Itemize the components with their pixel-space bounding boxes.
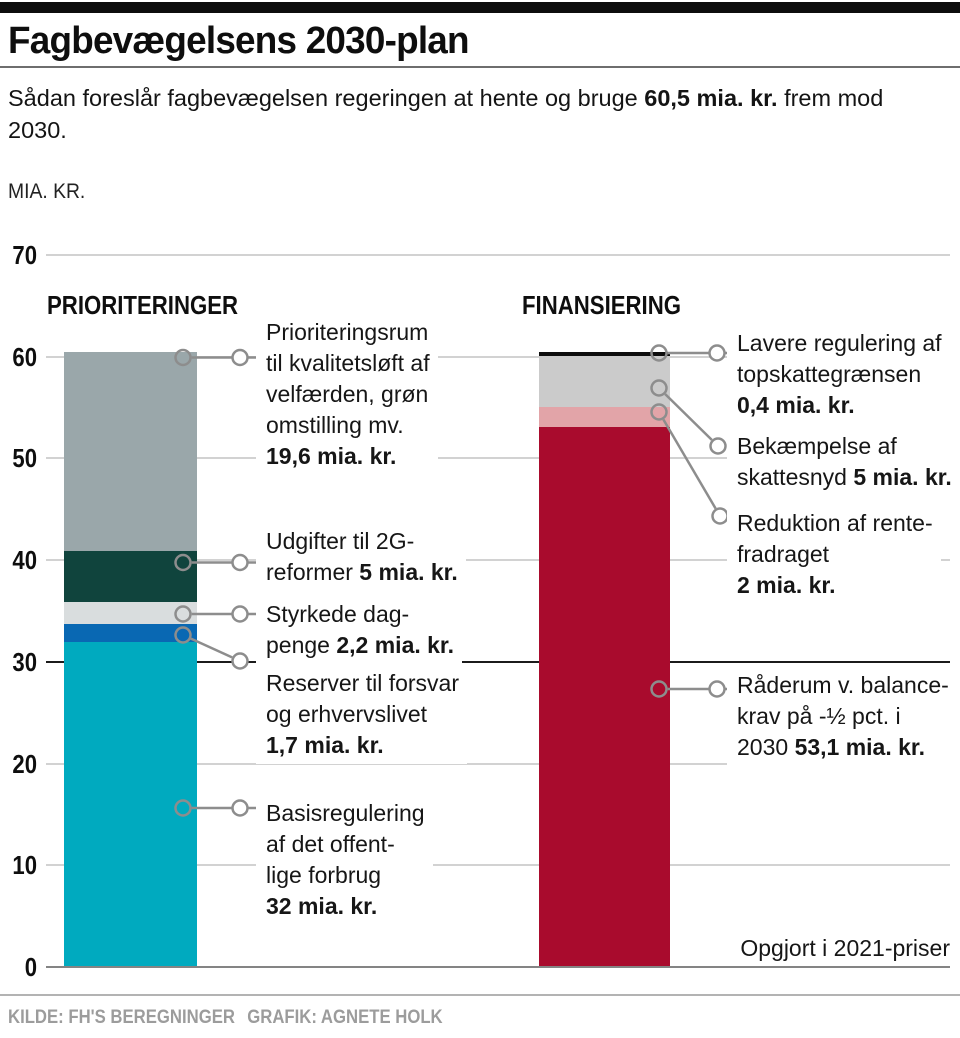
callout-ring-rentefradrag bbox=[711, 507, 729, 525]
source-credit: KILDE: FH'S BEREGNINGER GRAFIK: AGNETE HO… bbox=[8, 1007, 455, 1029]
callout-label-line: Bekæmpelse af bbox=[737, 433, 897, 459]
callout-label-line: omstilling mv. bbox=[266, 412, 404, 438]
subtitle-amount: 60,5 mia. kr. bbox=[644, 85, 778, 111]
callout-label-line: lige forbrug bbox=[266, 862, 382, 888]
callout-label-line: 1,7 mia. kr. bbox=[266, 732, 384, 758]
segment-prioriteringsrum bbox=[64, 351, 197, 551]
gridline-30 bbox=[46, 660, 950, 663]
gridline-0 bbox=[46, 966, 950, 968]
callout-label-line: af det offent- bbox=[266, 831, 395, 857]
gridline-70 bbox=[46, 254, 950, 256]
gridline-40 bbox=[46, 559, 950, 562]
column-header-finansiering: FINANSIERING bbox=[522, 292, 682, 320]
callout-label-line: skattesnyd 5 mia. kr. bbox=[737, 464, 952, 490]
tick-label-10: 10 bbox=[12, 850, 38, 881]
callout-label-basisregulering: Basisregulering af det offent-lige forbru… bbox=[256, 797, 433, 925]
callout-label-line: til kvalitetsløft af bbox=[266, 350, 430, 376]
gridline-10 bbox=[46, 864, 950, 867]
chart-note: Opgjort i 2021-priser bbox=[740, 935, 950, 961]
callout-ring-skattesnyd bbox=[709, 437, 727, 455]
segment-basisregulering bbox=[64, 641, 197, 967]
callout-ring-basisregulering bbox=[231, 799, 249, 817]
axis-unit-label: MIA. KR. bbox=[8, 180, 86, 203]
gridline-50 bbox=[46, 457, 950, 460]
callout-label-line: Prioriteringsrum bbox=[266, 319, 429, 345]
callout-label-line: topskattegrænsen bbox=[737, 361, 922, 387]
callout-label-line: penge 2,2 mia. kr. bbox=[266, 632, 454, 658]
tick-label-60: 60 bbox=[12, 341, 38, 372]
callout-label-line: Reduktion af rente- bbox=[737, 510, 933, 536]
segment-skattesnyd bbox=[539, 355, 670, 407]
tick-label-0: 0 bbox=[24, 952, 37, 982]
segment-dagpenge bbox=[64, 601, 197, 625]
gridline-20 bbox=[46, 762, 950, 765]
segment-topskat bbox=[539, 351, 670, 356]
footer-divider bbox=[0, 994, 960, 996]
callout-ring-dagpenge bbox=[231, 605, 249, 623]
callout-label-line: Reserver til forsvar bbox=[266, 670, 459, 696]
callout-label-line: 2030 53,1 mia. kr. bbox=[737, 734, 925, 760]
tick-label-50: 50 bbox=[12, 443, 38, 474]
callout-label-line: 0,4 mia. kr. bbox=[737, 392, 855, 418]
top-black-bar bbox=[0, 2, 960, 13]
segment-reserver bbox=[64, 624, 197, 642]
tick-label-40: 40 bbox=[12, 545, 38, 576]
callout-label-line: reformer 5 mia. kr. bbox=[266, 559, 458, 585]
callout-label-line: krav på -½ pct. i bbox=[737, 703, 901, 729]
callout-line-skattesnyd bbox=[664, 393, 713, 441]
tick-label-20: 20 bbox=[12, 748, 38, 779]
callout-label-line: 32 mia. kr. bbox=[266, 893, 378, 919]
callout-label-line: 19,6 mia. kr. bbox=[266, 443, 397, 469]
callout-label-line: Basisregulering bbox=[266, 800, 425, 826]
callout-label-line: og erhvervslivet bbox=[266, 701, 428, 727]
callout-label-dagpenge: Styrkede dag-penge 2,2 mia. kr. bbox=[256, 598, 462, 664]
callout-label-topskat: Lavere regulering af topskattegrænsen 0,4 … bbox=[727, 327, 950, 424]
callout-label-line: fradraget bbox=[737, 541, 830, 567]
callout-label-line: Styrkede dag- bbox=[266, 601, 410, 627]
callout-line-rentefradrag bbox=[662, 418, 717, 510]
callout-label-prioriteringsrum: Prioriteringsrum til kvalitetsløft af velf… bbox=[256, 316, 438, 475]
page-title: Fagbevægelsens 2030-plan bbox=[8, 20, 470, 62]
segment-rentefradrag bbox=[539, 406, 670, 427]
callout-label-raaderum: Råderum v. balance-krav på -½ pct. i 2030… bbox=[727, 669, 957, 766]
page-subtitle: Sådan foreslår fagbevægelsen regeringen … bbox=[8, 83, 958, 146]
subtitle-text: Sådan foreslår fagbevægelsen regeringen … bbox=[8, 85, 645, 111]
credit-text: GRAFIK: AGNETE HOLK bbox=[247, 1007, 443, 1028]
callout-label-2g-reformer: Udgifter til 2G-reformer 5 mia. kr. bbox=[256, 525, 466, 591]
segment-raaderum bbox=[539, 426, 670, 967]
tick-label-30: 30 bbox=[12, 646, 38, 677]
callout-ring-topskat bbox=[708, 344, 726, 362]
subtitle-text-2: frem mod bbox=[777, 85, 884, 111]
callout-ring-raaderum bbox=[708, 680, 726, 698]
callout-label-line: Råderum v. balance- bbox=[737, 672, 949, 698]
callout-label-line: Lavere regulering af bbox=[737, 330, 942, 356]
subtitle-text-3: 2030. bbox=[8, 116, 67, 143]
gridline-60 bbox=[46, 355, 950, 358]
callout-ring-2g-reformer bbox=[231, 553, 249, 572]
callout-label-rentefradrag: Reduktion af rente-fradraget 2 mia. kr. bbox=[727, 507, 941, 604]
tick-label-70: 70 bbox=[12, 240, 38, 270]
callout-label-line: Udgifter til 2G- bbox=[266, 528, 415, 554]
segment-2g-reformer bbox=[64, 550, 197, 602]
callout-label-line: velfærden, grøn bbox=[266, 381, 429, 407]
callout-label-line: 2 mia. kr. bbox=[737, 572, 836, 598]
callout-line-reserver bbox=[190, 637, 233, 659]
callout-label-reserver: Reserver til forsvar og erhvervslivet 1,7 … bbox=[256, 667, 467, 764]
callout-label-skattesnyd: Bekæmpelse af skattesnyd 5 mia. kr. bbox=[727, 430, 960, 496]
column-header-prioriteringer: PRIORITERINGER bbox=[47, 292, 239, 320]
title-divider bbox=[0, 66, 960, 68]
source-text: KILDE: FH'S BEREGNINGER bbox=[8, 1007, 235, 1028]
